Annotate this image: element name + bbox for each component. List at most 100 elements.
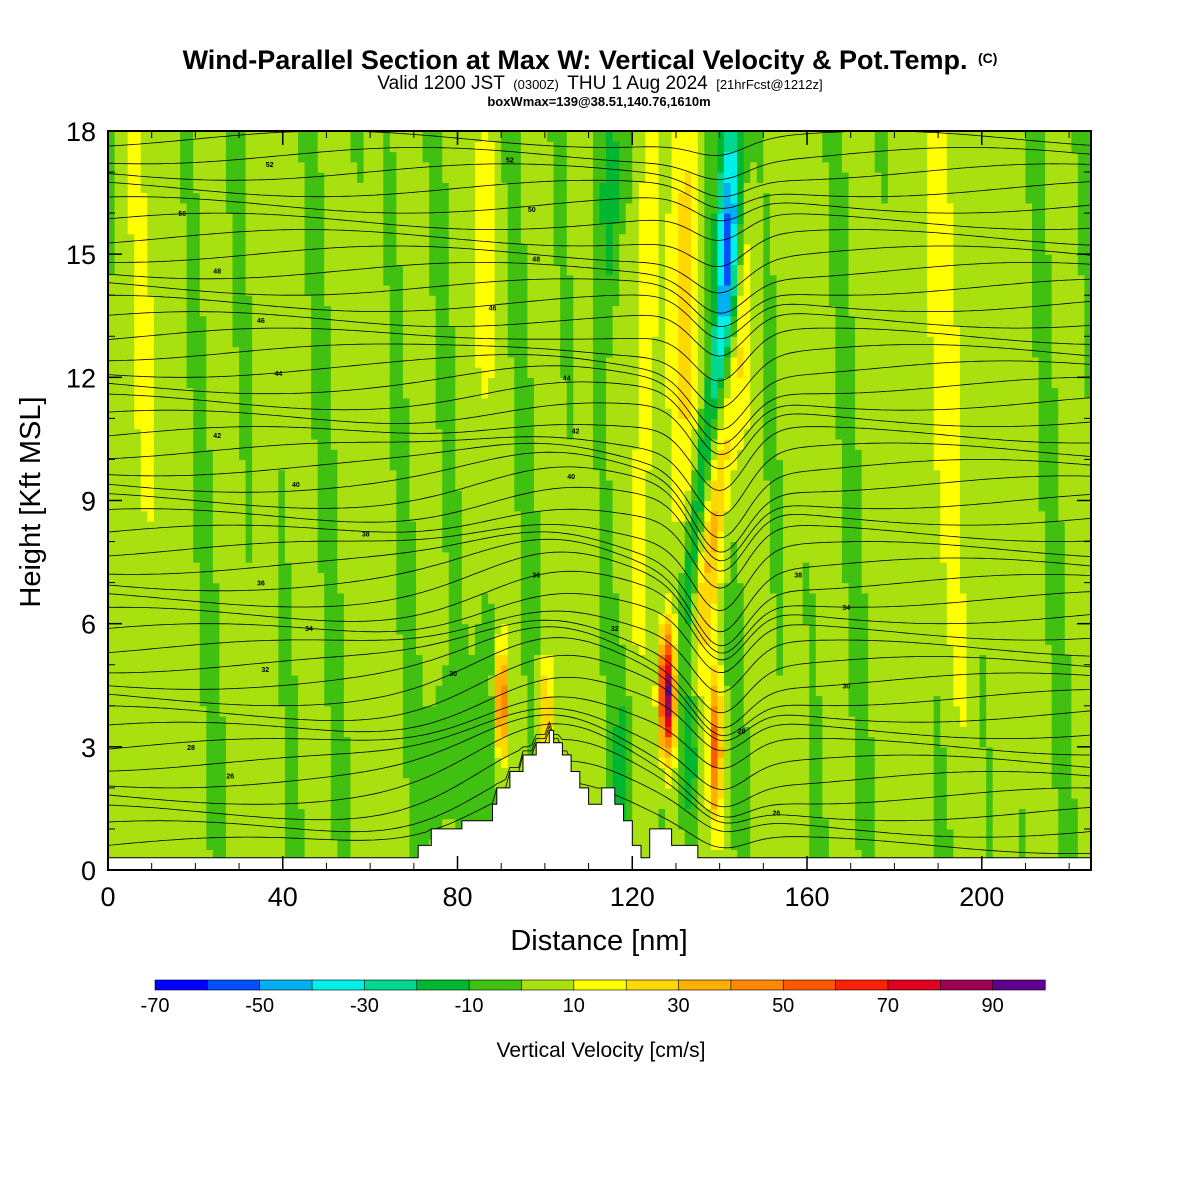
w-cell (225, 367, 234, 378)
w-cell (350, 582, 358, 594)
w-cell (291, 592, 299, 604)
w-cell (173, 479, 181, 491)
w-cell (494, 705, 502, 717)
w-cell (134, 613, 142, 625)
w-cell (225, 674, 234, 686)
w-cell (435, 223, 443, 235)
w-cell (298, 408, 306, 419)
w-cell (330, 808, 338, 820)
w-cell (304, 500, 312, 512)
w-cell (193, 757, 201, 768)
w-cell (330, 326, 338, 337)
w-cell (317, 839, 325, 851)
w-cell (474, 274, 483, 286)
w-cell (219, 264, 227, 276)
w-cell (337, 633, 345, 645)
w-cell (553, 705, 561, 717)
w-cell (206, 603, 214, 614)
w-cell (212, 674, 220, 686)
w-cell (376, 192, 384, 204)
w-cell (507, 243, 515, 255)
w-cell (166, 654, 175, 666)
w-cell (140, 233, 148, 245)
w-cell (370, 736, 378, 748)
w-cell (370, 346, 378, 358)
w-cell (448, 428, 456, 440)
w-cell (416, 408, 424, 419)
w-cell (252, 787, 260, 799)
w-cell (357, 326, 365, 337)
w-cell (468, 716, 476, 727)
w-cell (127, 346, 135, 358)
w-cell (311, 367, 319, 378)
w-cell (232, 131, 240, 142)
w-cell (311, 223, 319, 235)
w-cell (232, 449, 240, 461)
w-cell (271, 736, 279, 748)
w-cell (108, 202, 116, 214)
w-cell (376, 213, 384, 224)
w-cell (114, 459, 122, 471)
w-cell (501, 326, 509, 337)
w-cell (173, 254, 181, 266)
w-cell (199, 182, 207, 194)
w-cell (199, 767, 207, 779)
w-cell (291, 305, 299, 317)
w-cell (298, 664, 306, 676)
w-cell (448, 736, 456, 748)
w-cell (442, 243, 450, 255)
w-cell (357, 849, 365, 861)
w-cell (134, 562, 142, 573)
w-cell (193, 315, 201, 327)
w-cell (553, 562, 561, 573)
w-cell (343, 202, 352, 214)
w-cell (166, 274, 175, 286)
w-cell (455, 264, 463, 276)
w-cell (474, 418, 483, 430)
w-cell (114, 233, 122, 245)
w-cell (514, 582, 522, 594)
w-cell (232, 295, 240, 307)
w-cell (311, 531, 319, 543)
w-cell (153, 541, 162, 553)
w-cell (494, 243, 502, 255)
w-cell (533, 377, 542, 389)
w-cell (258, 408, 266, 419)
w-cell (114, 716, 122, 727)
w-cell (514, 192, 522, 204)
w-cell (258, 582, 266, 594)
w-cell (435, 562, 443, 573)
w-cell (304, 274, 312, 286)
w-cell (219, 408, 227, 419)
w-cell (494, 633, 502, 645)
w-cell (461, 541, 470, 553)
w-cell (448, 798, 456, 810)
w-cell (278, 592, 286, 604)
w-cell (121, 654, 129, 666)
w-cell (474, 623, 483, 635)
w-cell (265, 346, 273, 358)
w-cell (219, 736, 227, 748)
w-cell (252, 223, 260, 235)
w-cell (383, 510, 391, 522)
w-cell (108, 233, 116, 245)
w-cell (291, 521, 299, 532)
w-cell (343, 172, 352, 183)
w-cell (304, 223, 312, 235)
w-cell (239, 202, 247, 214)
w-cell (199, 818, 207, 830)
w-cell (396, 387, 404, 399)
w-cell (265, 705, 273, 717)
w-cell (455, 438, 463, 450)
w-cell (330, 243, 338, 255)
w-cell (474, 438, 483, 450)
w-cell (488, 592, 496, 604)
w-cell (435, 192, 443, 204)
w-cell (376, 408, 384, 419)
valid-date: THU 1 Aug 2024 (567, 73, 708, 94)
w-cell (540, 213, 548, 224)
w-cell (547, 705, 555, 717)
w-cell (298, 633, 306, 645)
w-cell (455, 736, 463, 748)
w-cell (540, 521, 548, 532)
